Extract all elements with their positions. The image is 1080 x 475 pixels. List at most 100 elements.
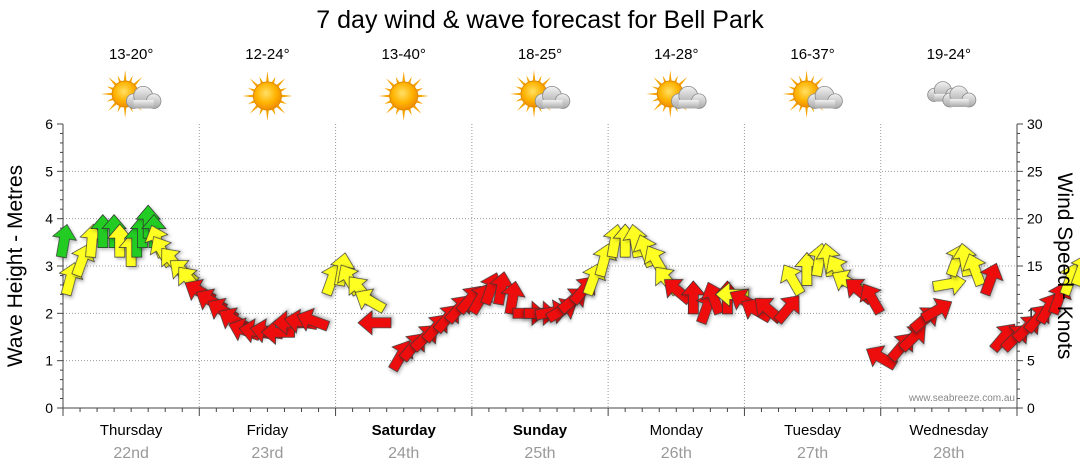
left-tick-label: 1: [45, 353, 53, 369]
sun-ray: [411, 104, 422, 114]
sun-ray: [108, 101, 118, 111]
sun-ray: [782, 92, 795, 96]
sun-ray: [517, 101, 527, 111]
wind-arrow: [1070, 253, 1080, 288]
wind-arrow: [866, 345, 899, 371]
day-date-label: 27th: [797, 445, 828, 462]
wind-arrow: [773, 295, 800, 325]
day-name-label: Thursday: [100, 422, 163, 439]
sun-ray: [668, 70, 672, 83]
sun-ray: [108, 77, 118, 87]
wind-arrow: [357, 310, 392, 336]
cloud-shape: [942, 85, 977, 108]
watermark: www.seabreeze.com.au: [908, 393, 1015, 404]
sun-ray: [275, 78, 286, 88]
day-name-label: Saturday: [372, 422, 437, 439]
sun-ray: [249, 104, 260, 114]
day-name-label: Wednesday: [909, 422, 988, 439]
sun-ray: [805, 105, 809, 118]
wind-arrow: [500, 280, 526, 316]
left-tick-label: 4: [45, 211, 53, 227]
sun-ray: [402, 71, 406, 84]
wind-arrow: [51, 223, 78, 259]
sun-ray: [532, 70, 536, 83]
wind-arrow: [897, 325, 926, 353]
sunny-icon: [378, 71, 429, 121]
sun-ray: [668, 105, 672, 118]
left-tick-label: 5: [45, 163, 53, 179]
sun-ray: [280, 94, 293, 98]
right-tick-label: 30: [1027, 116, 1043, 132]
sun-ray: [510, 92, 523, 96]
sun-ray: [653, 101, 663, 111]
right-tick-label: 20: [1027, 211, 1043, 227]
left-tick-label: 3: [45, 258, 53, 274]
sun-ray: [646, 92, 659, 96]
sun-ray: [386, 104, 396, 114]
wind-arrows: [51, 204, 1080, 373]
temp-range-label: 18-25°: [518, 46, 562, 63]
y-axis-title-left: Wave Height - Metres: [4, 165, 27, 367]
day-labels: Thursday 22nd Friday 23rd Saturday 24th Sunday…: [100, 422, 989, 462]
sun-ray: [541, 77, 551, 87]
day-name-label: Friday: [247, 422, 289, 439]
sun-ray: [402, 108, 406, 121]
cloud-shape: [125, 86, 162, 109]
cloud-shape: [807, 86, 843, 109]
left-tick-label: 0: [45, 400, 53, 416]
sun-ray: [653, 77, 663, 87]
day-name-label: Sunday: [513, 422, 568, 439]
wind-arrow: [962, 253, 987, 288]
sun-ray: [275, 104, 286, 114]
wind-arrow: [920, 297, 953, 324]
sun-ray: [249, 78, 260, 88]
y-axis-title-right: Wind Speed - Knots: [1053, 173, 1076, 360]
partly-cloudy-icon: [510, 70, 571, 118]
plot-grid: [63, 124, 1017, 408]
temp-range-label: 19-24°: [927, 46, 971, 63]
chart-title: 7 day wind & wave forecast for Bell Park: [316, 6, 764, 34]
sun-ray: [789, 101, 800, 111]
right-tick-label: 15: [1027, 258, 1043, 274]
sun-ray: [805, 70, 809, 83]
day-date-label: 28th: [933, 445, 964, 462]
temp-range-label: 12-24°: [245, 46, 289, 63]
wind-arrow: [296, 307, 331, 332]
sun-ray: [532, 105, 536, 118]
partly-cloudy-icon: [101, 70, 162, 118]
cloud-shape: [534, 86, 571, 109]
sun-ray: [265, 108, 269, 121]
cloud-shape: [671, 86, 707, 109]
sun-ray: [265, 71, 269, 84]
wind-arrow: [859, 283, 885, 316]
day-date-label: 24th: [388, 445, 419, 462]
forecast-header: 13-20° 12-24° 13-40° 18-25° 14-28° 16-37° 19-2…: [101, 46, 977, 121]
sun-ray: [101, 92, 114, 96]
sun-ray: [242, 94, 255, 98]
wind-arrow: [780, 264, 806, 297]
partly-cloudy-icon: [782, 70, 843, 118]
partly-cloudy-icon: [646, 70, 707, 118]
wind-arrow: [354, 288, 387, 314]
temp-range-label: 14-28°: [654, 46, 698, 63]
sun-ray: [411, 78, 422, 88]
sun-ray: [132, 77, 143, 87]
sun-ray: [378, 94, 391, 98]
temp-range-label: 13-20°: [109, 46, 153, 63]
sun-ray: [813, 77, 824, 87]
wind-arrow: [979, 262, 1004, 297]
right-tick-label: 25: [1027, 163, 1043, 179]
left-tick-label: 2: [45, 305, 53, 321]
sun-disc: [389, 81, 419, 111]
sun-ray: [386, 78, 396, 88]
sun-ray: [123, 105, 127, 118]
temp-range-label: 13-40°: [382, 46, 426, 63]
sun-ray: [789, 77, 800, 87]
sunny-icon: [242, 71, 293, 121]
day-date-label: 22nd: [113, 445, 149, 462]
right-tick-label: 5: [1027, 353, 1035, 369]
sun-ray: [677, 77, 688, 87]
sun-ray: [517, 77, 527, 87]
